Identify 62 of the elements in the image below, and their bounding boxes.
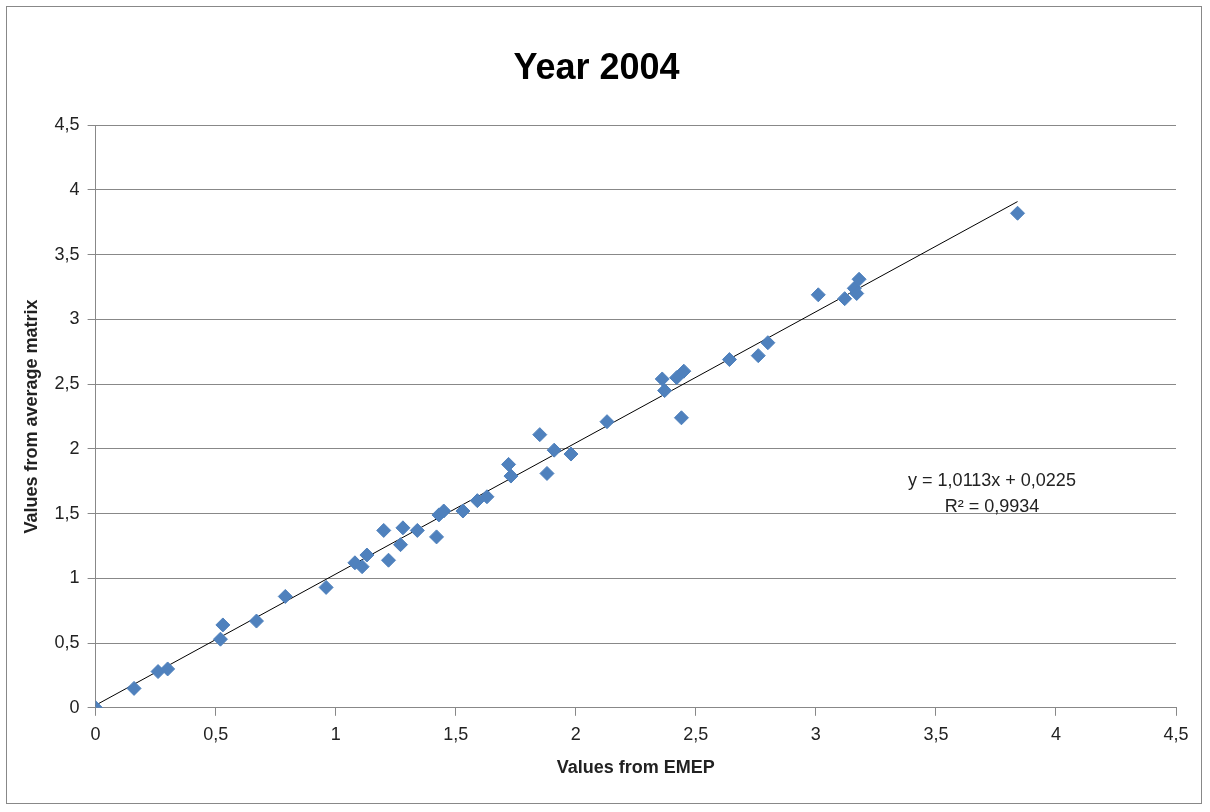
point xyxy=(160,661,176,677)
point xyxy=(359,547,375,563)
y-axis-title: Values from average matrix xyxy=(20,299,41,534)
point xyxy=(376,522,392,538)
x-tick-label: 1,5 xyxy=(443,723,469,744)
point xyxy=(469,493,485,509)
point xyxy=(393,537,409,553)
point xyxy=(721,352,737,368)
y-tick-label: 1,5 xyxy=(54,502,80,523)
point xyxy=(532,427,548,443)
x-tick-label: 1 xyxy=(330,723,341,744)
y-tick-label: 3 xyxy=(69,308,80,329)
point xyxy=(750,348,766,364)
x-tick-label: 4,5 xyxy=(1163,723,1189,744)
point xyxy=(673,410,689,426)
annotation: y = 1,0113x + 0,0225 xyxy=(908,469,1076,490)
point xyxy=(546,442,562,458)
x-tick-label: 3 xyxy=(810,723,821,744)
point xyxy=(851,271,867,287)
point xyxy=(381,552,397,568)
y-tick-label: 0,5 xyxy=(54,632,80,653)
point xyxy=(503,468,519,484)
point xyxy=(455,503,471,519)
point xyxy=(837,291,853,307)
point xyxy=(409,522,425,538)
y-tick-label: 0 xyxy=(69,696,80,717)
x-tick-label: 3,5 xyxy=(923,723,949,744)
annotation: R² = 0,9934 xyxy=(944,495,1040,516)
point xyxy=(277,588,293,604)
x-tick-label: 2 xyxy=(570,723,581,744)
x-axis-title: Values from EMEP xyxy=(556,757,715,778)
y-tick-label: 4,5 xyxy=(54,114,80,135)
point xyxy=(126,680,142,696)
point xyxy=(1010,205,1026,221)
point xyxy=(654,371,670,387)
point xyxy=(479,489,495,505)
chart-title: Year 2004 xyxy=(513,45,680,87)
y-tick-label: 2,5 xyxy=(54,373,80,394)
point xyxy=(563,446,579,462)
y-tick-label: 2 xyxy=(69,437,80,458)
point xyxy=(395,520,411,536)
point xyxy=(215,617,231,633)
point xyxy=(429,529,445,545)
x-tick-label: 0 xyxy=(90,723,101,744)
point xyxy=(676,363,692,379)
point xyxy=(318,579,334,595)
point xyxy=(212,631,228,647)
x-tick-label: 4 xyxy=(1050,723,1061,744)
y-tick-label: 4 xyxy=(69,178,80,199)
x-tick-label: 2,5 xyxy=(683,723,709,744)
x-tick-label: 0,5 xyxy=(203,723,229,744)
point xyxy=(150,664,166,680)
point xyxy=(539,465,555,481)
point xyxy=(810,287,826,303)
point xyxy=(657,383,673,399)
point xyxy=(760,335,776,351)
y-tick-label: 1 xyxy=(69,567,80,588)
point xyxy=(354,559,370,575)
point xyxy=(501,456,517,472)
y-tick-label: 3,5 xyxy=(54,243,80,264)
point xyxy=(248,613,264,629)
point xyxy=(599,414,615,430)
